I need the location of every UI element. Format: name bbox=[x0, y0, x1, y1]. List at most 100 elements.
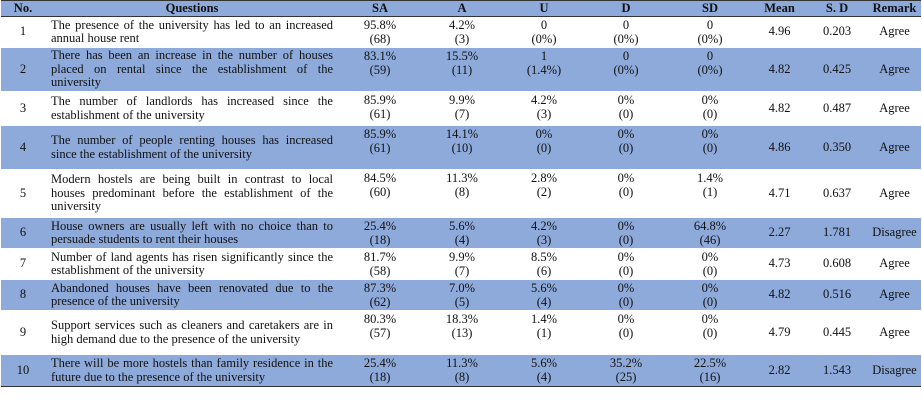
response-u-primary: 5.6% bbox=[530, 356, 558, 370]
response-d-primary: 0% bbox=[617, 127, 635, 141]
response-d-cell: 0% (0) bbox=[585, 91, 667, 126]
table-row: 10 There will be more hostels than family… bbox=[1, 354, 921, 387]
response-d-secondary: (0) bbox=[618, 106, 634, 121]
response-a-primary: 7.0% bbox=[448, 281, 476, 295]
response-a-cell: 5.6% (4) bbox=[421, 217, 503, 249]
header-u: U bbox=[503, 0, 585, 17]
response-sa-cell: 81.7% (58) bbox=[339, 248, 421, 280]
response-sd-secondary: (0) bbox=[702, 106, 718, 121]
response-a-primary: 11.3% bbox=[446, 356, 478, 370]
remark-value: Agree bbox=[868, 47, 921, 92]
response-u-secondary: (4) bbox=[536, 369, 552, 384]
response-u-cell: 0% (0) bbox=[503, 125, 585, 170]
remark-value: Agree bbox=[868, 125, 921, 170]
remark-value: Agree bbox=[868, 91, 921, 126]
row-number: 1 bbox=[1, 16, 45, 48]
response-u-secondary: (0%) bbox=[531, 31, 557, 46]
mean-value: 2.27 bbox=[753, 217, 806, 249]
response-sd-cell: 0% (0) bbox=[667, 248, 753, 280]
response-sd-primary: 1.4% bbox=[696, 171, 724, 185]
response-u-secondary: (1.4%) bbox=[526, 62, 562, 77]
response-d-primary: 0% bbox=[617, 93, 635, 107]
response-sa-primary: 85.9% bbox=[363, 127, 397, 141]
response-u-secondary: (3) bbox=[536, 106, 552, 121]
row-number: 7 bbox=[1, 248, 45, 280]
response-sd-secondary: (1) bbox=[702, 184, 718, 199]
std-dev-value: 0.203 bbox=[806, 16, 868, 48]
response-sa-secondary: (57) bbox=[369, 325, 391, 340]
response-sa-secondary: (59) bbox=[369, 62, 391, 77]
table-row: 1 The presence of the university has led … bbox=[1, 16, 921, 48]
question-text: House owners are usually left with no ch… bbox=[45, 217, 339, 249]
response-u-cell: 1.4% (1) bbox=[503, 310, 585, 355]
response-a-primary: 15.5% bbox=[445, 49, 479, 63]
response-sa-primary: 80.3% bbox=[363, 312, 397, 326]
response-u-secondary: (2) bbox=[536, 184, 552, 199]
header-questions: Questions bbox=[45, 0, 339, 17]
header-sd: SD bbox=[667, 0, 753, 17]
response-a-secondary: (13) bbox=[451, 325, 473, 340]
mean-value: 4.79 bbox=[753, 310, 806, 355]
response-u-cell: 5.6% (4) bbox=[503, 279, 585, 311]
response-sd-primary: 22.5% bbox=[693, 356, 727, 370]
response-sd-secondary: (0%) bbox=[697, 31, 723, 46]
response-d-secondary: (0%) bbox=[613, 31, 639, 46]
table-row: 9 Support services such as cleaners and c… bbox=[1, 310, 921, 355]
response-u-secondary: (1) bbox=[536, 325, 552, 340]
response-sd-cell: 0% (0) bbox=[667, 310, 753, 355]
response-sa-primary: 87.3% bbox=[363, 281, 397, 295]
response-sd-primary: 0 bbox=[706, 18, 714, 32]
table-row: 4 The number of people renting houses has… bbox=[1, 125, 921, 170]
std-dev-value: 0.425 bbox=[806, 47, 868, 92]
table-row: 7 Number of land agents has risen signifi… bbox=[1, 248, 921, 280]
std-dev-value: 0.445 bbox=[806, 310, 868, 355]
std-dev-value: 0.516 bbox=[806, 279, 868, 311]
response-d-primary: 0% bbox=[617, 219, 635, 233]
response-d-secondary: (0) bbox=[618, 232, 634, 247]
response-sa-cell: 80.3% (57) bbox=[339, 310, 421, 355]
question-text: There has been an increase in the number… bbox=[45, 47, 339, 92]
response-d-primary: 0 bbox=[622, 49, 630, 63]
mean-value: 4.82 bbox=[753, 279, 806, 311]
response-d-cell: 0% (0) bbox=[585, 310, 667, 355]
response-sa-secondary: (68) bbox=[369, 31, 391, 46]
response-a-secondary: (8) bbox=[454, 369, 470, 384]
mean-value: 4.71 bbox=[753, 169, 806, 218]
response-d-primary: 0% bbox=[617, 312, 635, 326]
response-sd-cell: 1.4% (1) bbox=[667, 169, 753, 218]
remark-value: Agree bbox=[868, 16, 921, 48]
response-sd-primary: 0% bbox=[701, 127, 719, 141]
question-text: The number of people renting houses has … bbox=[45, 125, 339, 170]
response-u-primary: 2.8% bbox=[530, 171, 558, 185]
response-sa-cell: 85.9% (61) bbox=[339, 125, 421, 170]
response-sd-secondary: (0) bbox=[702, 294, 718, 309]
response-d-secondary: (0%) bbox=[613, 62, 639, 77]
response-d-cell: 0 (0%) bbox=[585, 47, 667, 92]
response-sd-cell: 64.8% (46) bbox=[667, 217, 753, 249]
response-d-cell: 0% (0) bbox=[585, 279, 667, 311]
std-dev-value: 0.637 bbox=[806, 169, 868, 218]
response-sd-secondary: (0) bbox=[702, 263, 718, 278]
row-number: 9 bbox=[1, 310, 45, 355]
response-d-primary: 35.2% bbox=[609, 356, 643, 370]
response-sd-cell: 0 (0%) bbox=[667, 16, 753, 48]
mean-value: 2.82 bbox=[753, 354, 806, 387]
response-d-cell: 0% (0) bbox=[585, 169, 667, 218]
remark-value: Agree bbox=[868, 310, 921, 355]
question-text: Number of land agents has risen signific… bbox=[45, 248, 339, 280]
response-sa-cell: 95.8% (68) bbox=[339, 16, 421, 48]
response-sd-secondary: (0) bbox=[702, 140, 718, 155]
response-sd-primary: 0% bbox=[701, 93, 719, 107]
response-sd-cell: 22.5% (16) bbox=[667, 354, 753, 387]
response-sa-cell: 87.3% (62) bbox=[339, 279, 421, 311]
table-row: 3 The number of landlords has increased s… bbox=[1, 91, 921, 126]
header-sa: SA bbox=[339, 0, 421, 17]
response-sd-cell: 0% (0) bbox=[667, 279, 753, 311]
row-number: 5 bbox=[1, 169, 45, 218]
mean-value: 4.82 bbox=[753, 91, 806, 126]
response-sa-cell: 83.1% (59) bbox=[339, 47, 421, 92]
response-sd-cell: 0% (0) bbox=[667, 125, 753, 170]
std-dev-value: 0.350 bbox=[806, 125, 868, 170]
question-text: Modern hostels are being built in contra… bbox=[45, 169, 339, 218]
response-u-cell: 4.2% (3) bbox=[503, 217, 585, 249]
